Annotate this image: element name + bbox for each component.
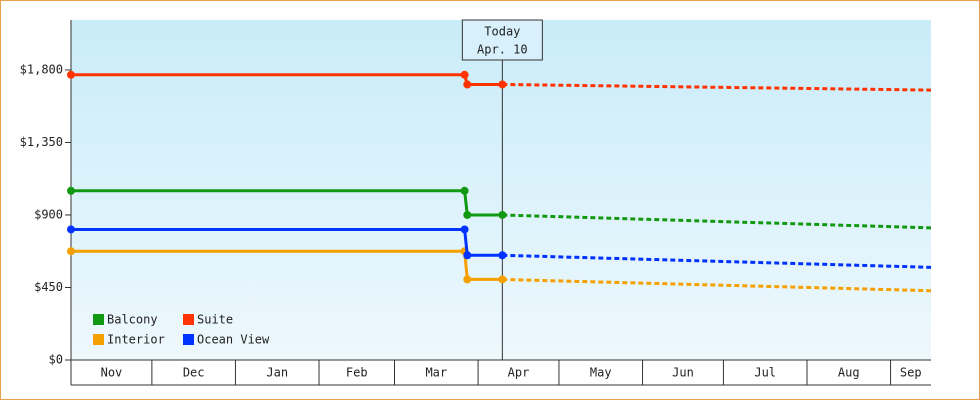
legend-swatch bbox=[93, 334, 104, 345]
price-point bbox=[67, 70, 75, 79]
y-tick-label: $900 bbox=[34, 207, 63, 221]
y-tick-label: $1,350 bbox=[20, 135, 63, 149]
price-point bbox=[460, 70, 469, 79]
legend-swatch bbox=[183, 334, 194, 345]
price-point bbox=[498, 275, 507, 284]
today-date: Apr. 10 bbox=[477, 43, 528, 57]
y-tick-label: $450 bbox=[34, 280, 63, 294]
legend-swatch bbox=[183, 314, 194, 325]
x-tick-label: Jul bbox=[754, 366, 776, 380]
price-line bbox=[71, 249, 503, 281]
legend-swatch bbox=[93, 314, 104, 325]
y-tick-label: $1,800 bbox=[20, 62, 63, 76]
today-label: Today bbox=[484, 25, 520, 39]
legend-label: Suite bbox=[197, 313, 233, 327]
price-point bbox=[463, 210, 472, 219]
x-tick-label: Nov bbox=[101, 366, 123, 380]
x-tick-label: Dec bbox=[183, 366, 205, 380]
price-line bbox=[71, 73, 503, 86]
price-point bbox=[463, 275, 472, 284]
legend-label: Ocean View bbox=[197, 333, 270, 347]
price-point bbox=[67, 225, 75, 234]
x-tick-label: Feb bbox=[346, 366, 368, 380]
x-tick-label: May bbox=[590, 366, 612, 380]
x-tick-label: Sep bbox=[900, 366, 922, 380]
price-line bbox=[71, 189, 503, 217]
price-point bbox=[463, 80, 472, 89]
x-tick-label: Aug bbox=[838, 366, 860, 380]
price-point bbox=[498, 251, 507, 260]
price-line bbox=[71, 227, 503, 257]
x-tick-label: Apr bbox=[508, 366, 530, 380]
x-tick-label: Jun bbox=[672, 366, 694, 380]
price-point bbox=[67, 247, 75, 256]
price-point bbox=[460, 186, 469, 195]
price-point bbox=[460, 225, 469, 234]
y-tick-label: $0 bbox=[49, 353, 63, 367]
price-point bbox=[463, 251, 472, 260]
price-point bbox=[498, 80, 507, 89]
price-point bbox=[67, 186, 75, 195]
today-box bbox=[461, 19, 543, 61]
legend-label: Interior bbox=[107, 333, 165, 347]
x-tick-label: Mar bbox=[425, 366, 447, 380]
x-tick-label: Jan bbox=[266, 366, 288, 380]
price-point bbox=[498, 210, 507, 219]
legend-label: Balcony bbox=[107, 313, 158, 327]
